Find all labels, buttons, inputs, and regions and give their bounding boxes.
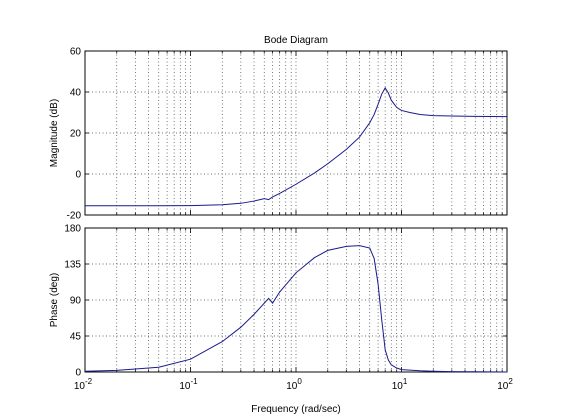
x-tick-label: 101 (392, 377, 408, 392)
phase-y-axis-label: Phase (deg) (49, 273, 60, 327)
phase-frame (84, 227, 508, 373)
x-tick-label: 10-2 (74, 377, 93, 392)
x-tick-label: 10-1 (179, 377, 198, 392)
phase-y-tick-label: 45 (70, 332, 82, 343)
phase-series-line (84, 245, 508, 373)
x-axis-label: Frequency (rad/sec) (251, 404, 340, 415)
x-tick-label: 100 (286, 377, 302, 392)
plot-panels: -20 0 20 40 60 Magnitude (dB) 0 45 90 135 180 Phase… (49, 47, 513, 393)
magnitude-y-axis-label: Magnitude (dB) (49, 99, 60, 167)
magnitude-y-tick-label: 60 (70, 47, 82, 58)
magnitude-frame (84, 50, 508, 216)
phase-panel: 0 45 90 135 180 Phase (deg) 10-2 10-1 100 101 102 (49, 224, 513, 393)
phase-y-tick-label: 180 (64, 224, 81, 235)
magnitude-y-tick-label: 20 (70, 129, 82, 140)
x-tick-label: 102 (497, 377, 513, 392)
phase-y-tick-label: 135 (64, 260, 81, 271)
phase-y-tick-label: 0 (75, 368, 81, 379)
magnitude-y-tick-label: 0 (75, 170, 81, 181)
phase-y-tick-label: 90 (70, 296, 82, 307)
magnitude-panel: -20 0 20 40 60 Magnitude (dB) (49, 47, 508, 222)
chart-title: Bode Diagram (264, 35, 328, 46)
magnitude-y-tick-label: 40 (70, 88, 82, 99)
magnitude-series-line (85, 86, 508, 207)
magnitude-y-tick-label: -20 (67, 211, 82, 222)
